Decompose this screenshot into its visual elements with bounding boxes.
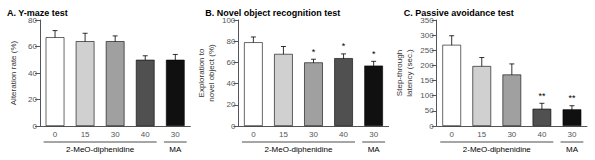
- svg-text:B. Novel object recognition te: B. Novel object recognition test: [205, 8, 340, 18]
- svg-text:40: 40: [28, 69, 37, 78]
- svg-text:2-MeO-diphenidine: 2-MeO-diphenidine: [264, 145, 333, 154]
- svg-text:Alteration rate (%): Alteration rate (%): [9, 40, 18, 105]
- svg-text:150: 150: [420, 76, 434, 85]
- svg-text:0: 0: [449, 130, 454, 139]
- svg-text:MA: MA: [368, 145, 381, 154]
- svg-text:latency (sec.): latency (sec.): [405, 49, 414, 97]
- svg-text:*: *: [312, 47, 316, 57]
- svg-text:2-MeO-diphenidine: 2-MeO-diphenidine: [66, 145, 135, 154]
- svg-text:50: 50: [425, 106, 434, 115]
- svg-text:30: 30: [369, 130, 378, 139]
- svg-text:40: 40: [141, 130, 150, 139]
- svg-text:200: 200: [420, 61, 434, 70]
- svg-text:*: *: [372, 49, 376, 59]
- svg-text:**: **: [568, 93, 576, 103]
- svg-text:15: 15: [279, 130, 288, 139]
- svg-text:**: **: [538, 91, 546, 101]
- svg-text:20: 20: [226, 100, 235, 109]
- svg-text:60: 60: [226, 58, 235, 67]
- svg-text:300: 300: [420, 31, 434, 40]
- svg-text:350: 350: [420, 15, 434, 25]
- svg-text:40: 40: [537, 130, 546, 139]
- svg-text:30: 30: [111, 130, 120, 139]
- svg-text:0: 0: [251, 130, 256, 139]
- svg-text:100: 100: [222, 15, 236, 25]
- svg-text:100: 100: [420, 91, 434, 100]
- svg-text:0: 0: [429, 122, 434, 131]
- svg-text:Step-through: Step-through: [395, 50, 404, 96]
- svg-text:0: 0: [53, 130, 58, 139]
- svg-text:0: 0: [231, 122, 236, 131]
- svg-text:A. Y-maze test: A. Y-maze test: [7, 8, 68, 18]
- svg-text:MA: MA: [169, 145, 182, 154]
- svg-text:30: 30: [568, 130, 577, 139]
- svg-text:250: 250: [420, 46, 434, 55]
- svg-text:30: 30: [309, 130, 318, 139]
- svg-text:C. Passive avoidance test: C. Passive avoidance test: [404, 8, 514, 18]
- svg-text:30: 30: [171, 130, 180, 139]
- svg-text:Exploration to: Exploration to: [197, 48, 206, 97]
- svg-text:15: 15: [81, 130, 90, 139]
- svg-text:0: 0: [33, 122, 38, 131]
- svg-text:20: 20: [28, 95, 37, 104]
- svg-text:15: 15: [477, 130, 486, 139]
- svg-text:60: 60: [28, 42, 37, 51]
- svg-text:40: 40: [226, 79, 235, 88]
- svg-text:80: 80: [226, 37, 235, 46]
- svg-text:2-MeO-diphenidine: 2-MeO-diphenidine: [463, 145, 532, 154]
- svg-text:novel object (%): novel object (%): [207, 44, 216, 102]
- svg-text:30: 30: [507, 130, 516, 139]
- svg-text:80: 80: [28, 15, 37, 25]
- svg-text:MA: MA: [566, 145, 579, 154]
- svg-text:*: *: [342, 41, 346, 51]
- svg-text:40: 40: [339, 130, 348, 139]
